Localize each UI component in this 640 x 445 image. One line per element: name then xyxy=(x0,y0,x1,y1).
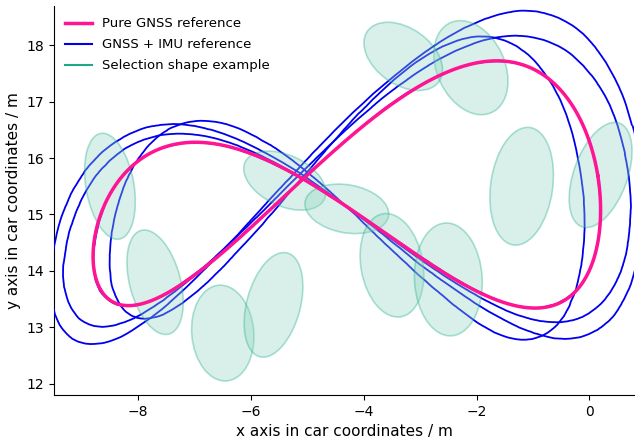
Pure GNSS reference xyxy=(102,200,109,206)
Ellipse shape xyxy=(434,20,508,115)
Ellipse shape xyxy=(244,151,326,210)
Pure GNSS reference xyxy=(114,180,122,185)
Ellipse shape xyxy=(127,230,183,335)
Ellipse shape xyxy=(415,223,483,336)
Pure GNSS reference xyxy=(594,173,602,178)
Y-axis label: y axis in car coordinates / m: y axis in car coordinates / m xyxy=(6,92,20,309)
Pure GNSS reference xyxy=(432,75,440,80)
GNSS + IMU reference xyxy=(102,201,109,206)
Ellipse shape xyxy=(84,133,135,239)
GNSS + IMU reference xyxy=(594,174,602,179)
Pure GNSS reference xyxy=(180,280,188,286)
GNSS + IMU reference xyxy=(594,172,602,178)
GNSS + IMU reference xyxy=(493,59,501,64)
Ellipse shape xyxy=(191,285,254,381)
GNSS + IMU reference xyxy=(113,180,121,185)
Pure GNSS reference xyxy=(98,289,106,294)
X-axis label: x axis in car coordinates / m: x axis in car coordinates / m xyxy=(236,425,452,440)
Ellipse shape xyxy=(360,214,424,317)
GNSS + IMU reference xyxy=(432,75,440,80)
Ellipse shape xyxy=(490,127,554,245)
Line: Pure GNSS reference: Pure GNSS reference xyxy=(93,61,600,308)
GNSS + IMU reference xyxy=(97,290,105,295)
Pure GNSS reference xyxy=(483,59,490,64)
Line: GNSS + IMU reference: GNSS + IMU reference xyxy=(93,61,600,308)
Ellipse shape xyxy=(364,22,442,90)
GNSS + IMU reference xyxy=(179,280,186,285)
Ellipse shape xyxy=(244,253,303,357)
Pure GNSS reference xyxy=(493,58,500,64)
Legend: Pure GNSS reference, GNSS + IMU reference, Selection shape example: Pure GNSS reference, GNSS + IMU referenc… xyxy=(60,12,275,77)
Pure GNSS reference xyxy=(594,174,602,179)
Ellipse shape xyxy=(569,122,632,227)
Pure GNSS reference xyxy=(531,305,539,311)
GNSS + IMU reference xyxy=(533,305,541,311)
Ellipse shape xyxy=(305,184,388,234)
GNSS + IMU reference xyxy=(482,59,490,65)
